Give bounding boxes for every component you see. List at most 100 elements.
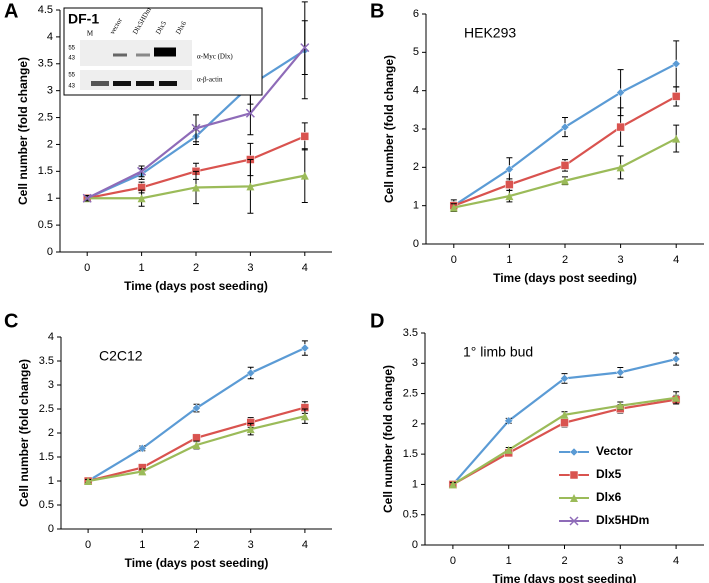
marker [671, 59, 681, 69]
y-axis-label: Cell number (fold change) [16, 57, 30, 205]
y-tick-label: 0 [47, 246, 53, 258]
x-tick-label: 1 [506, 555, 512, 567]
y-tick-label: 0.5 [403, 509, 418, 521]
x-tick-label: 1 [139, 262, 145, 274]
x-axis-label: Time (days post seeding) [124, 279, 268, 293]
y-tick-label: 4 [47, 31, 53, 43]
marker [616, 88, 625, 97]
y-tick-label: 2.5 [39, 403, 54, 415]
x-tick-label: 3 [247, 262, 253, 274]
marker [192, 403, 201, 413]
marker [569, 447, 579, 457]
marker [246, 182, 255, 191]
marker [300, 43, 310, 53]
x-tick-label: 0 [84, 262, 90, 274]
marker [672, 134, 681, 143]
y-tick-label: 2 [48, 427, 54, 439]
marker [448, 480, 457, 489]
y-tick-label: 2.5 [403, 387, 418, 399]
y-tick-label: 4 [413, 85, 419, 97]
marker [246, 425, 255, 434]
band [113, 81, 131, 86]
y-tick-label: 3.5 [39, 355, 54, 367]
marker [505, 180, 514, 189]
y-tick-label: 2 [47, 138, 53, 150]
band [154, 47, 176, 57]
band-label: α-Myc (Dlx) [197, 53, 233, 61]
x-tick-label: 2 [193, 539, 199, 551]
y-tick-label: 4.5 [38, 4, 53, 16]
marker [300, 171, 309, 180]
marker [192, 433, 201, 443]
y-tick-label: 3.5 [403, 327, 418, 339]
marker [300, 132, 310, 141]
marker [616, 122, 625, 132]
panel-label: D [370, 310, 384, 332]
x-axis-label: Time (days post seeding) [493, 572, 637, 583]
y-tick-label: 0.5 [38, 219, 53, 231]
marker [615, 368, 625, 377]
marker [671, 354, 681, 364]
band [113, 53, 127, 57]
marker [505, 164, 514, 174]
y-tick-label: 3 [48, 379, 54, 391]
band [159, 81, 177, 86]
x-tick-label: 2 [562, 254, 568, 266]
x-tick-label: 2 [193, 262, 199, 274]
series-line [453, 95, 677, 207]
legend-label: Vector [596, 444, 633, 458]
marker [616, 163, 625, 172]
x-tick-label: 3 [248, 539, 254, 551]
x-tick-label: 4 [302, 539, 308, 551]
x-tick-label: 2 [561, 555, 567, 567]
y-tick-label: 2.5 [38, 111, 53, 123]
y-axis-label: Cell number (fold change) [17, 359, 31, 507]
mw-label: 55 [68, 73, 75, 79]
x-tick-label: 4 [673, 555, 679, 567]
y-tick-label: 1 [47, 192, 53, 204]
y-tick-label: 0 [413, 238, 419, 250]
x-tick-label: 4 [302, 262, 308, 274]
y-tick-label: 3 [412, 357, 418, 369]
marker [505, 192, 514, 201]
marker [82, 193, 92, 203]
y-tick-label: 3.5 [38, 58, 53, 70]
y-tick-label: 5 [413, 46, 419, 58]
marker [560, 418, 569, 427]
y-axis-label: Cell number (fold change) [381, 365, 395, 513]
x-tick-label: 3 [618, 254, 624, 266]
marker [569, 516, 579, 526]
lane-label: M [87, 30, 94, 38]
y-tick-label: 1 [413, 200, 419, 212]
series-line [453, 137, 677, 209]
y-tick-label: 0 [48, 523, 54, 535]
marker [137, 166, 147, 176]
marker [84, 477, 93, 485]
y-tick-label: 1.5 [403, 448, 418, 460]
x-tick-label: 1 [139, 539, 145, 551]
chart-title: 1° limb bud [463, 344, 533, 360]
mw-label: 55 [68, 46, 75, 52]
x-axis-label: Time (days post seeding) [125, 556, 269, 570]
y-tick-label: 0 [412, 539, 418, 551]
marker [561, 176, 569, 185]
panel-label: C [4, 310, 18, 332]
y-tick-label: 4 [48, 331, 54, 343]
marker [449, 203, 458, 212]
marker [672, 393, 681, 402]
marker [191, 123, 201, 133]
legend-label: Dlx6 [596, 490, 622, 504]
marker [245, 108, 255, 118]
marker [560, 410, 569, 419]
y-tick-label: 2 [412, 418, 418, 430]
mw-label: 43 [68, 56, 75, 62]
panel-label: A [4, 0, 18, 22]
chart-title: HEK293 [464, 25, 516, 41]
marker [560, 374, 569, 383]
legend-label: Dlx5HDm [596, 513, 649, 527]
band [91, 81, 109, 86]
y-tick-label: 1 [412, 478, 418, 490]
x-tick-label: 0 [85, 539, 91, 551]
x-tick-label: 0 [450, 555, 456, 567]
